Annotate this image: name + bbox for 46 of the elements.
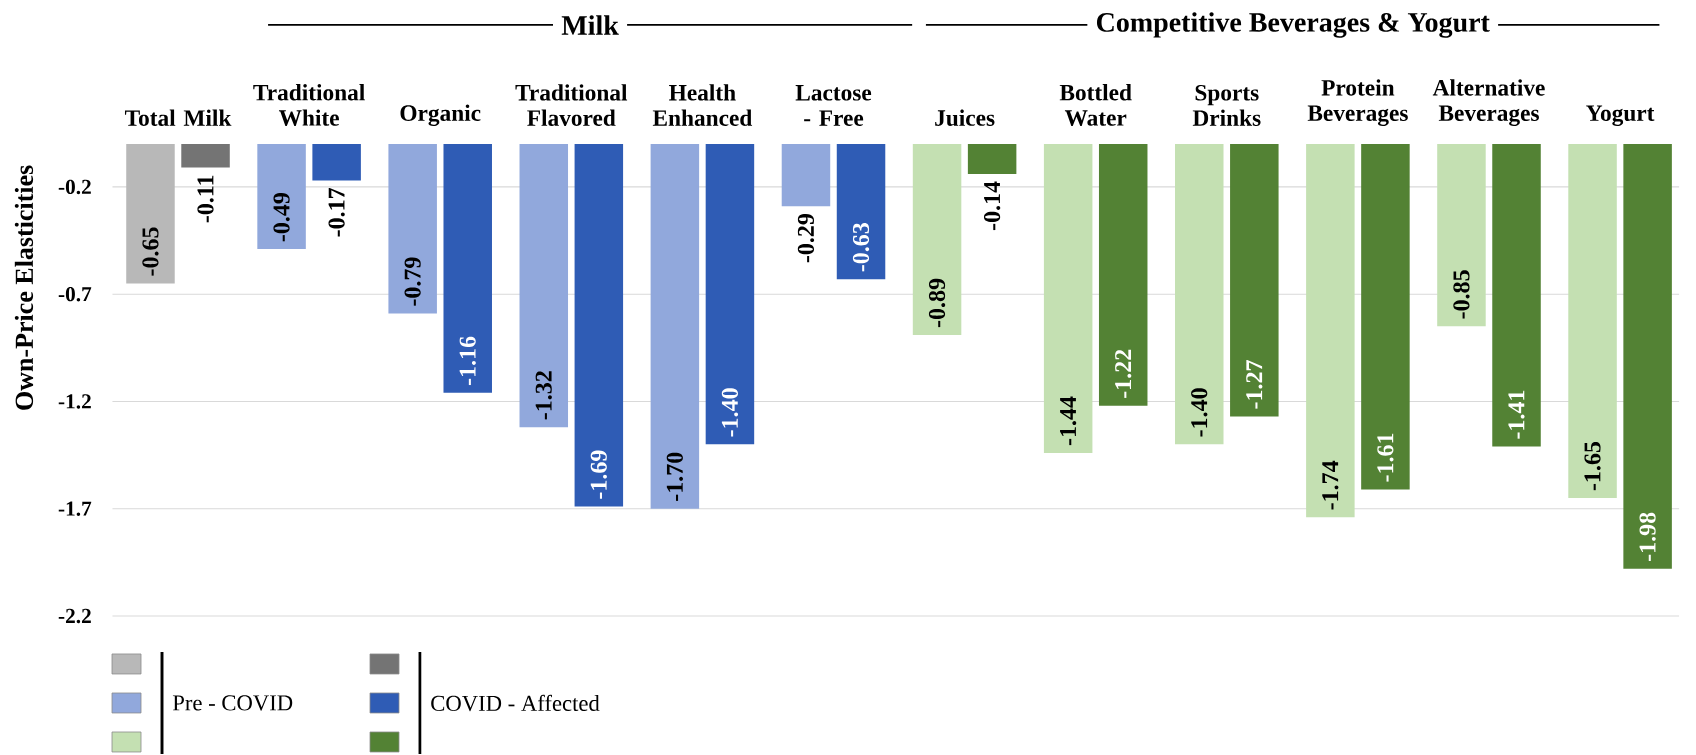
data-label: -1.61 <box>1377 433 1394 482</box>
data-label: -0.17 <box>328 187 345 237</box>
data-label: -0.29 <box>797 213 815 263</box>
data-label: -1.98 <box>1639 512 1656 561</box>
x-tick-label: Alternative Beverages <box>1432 79 1545 126</box>
data-label: -0.49 <box>273 193 290 242</box>
data-label: -1.65 <box>1584 441 1601 491</box>
x-tick-label: Lactose - Free <box>795 85 872 126</box>
data-label: -1.69 <box>590 450 607 499</box>
x-tick-label: Bottled Water <box>1059 84 1132 126</box>
x-tick-label: Traditional Flavored <box>515 84 628 126</box>
data-label: -1.32 <box>535 371 552 420</box>
x-tick-label: Juices <box>935 109 995 126</box>
data-label: -1.40 <box>1191 388 1208 437</box>
y-axis-title: Own-Price Elasticities <box>14 165 34 410</box>
legend-label: Pre - COVID <box>172 695 293 711</box>
data-label: -0.85 <box>1453 270 1470 319</box>
data-label: -1.27 <box>1246 360 1263 409</box>
y-tick-label: -1.2 <box>58 394 91 409</box>
data-label: -0.79 <box>404 257 421 306</box>
data-label: -1.16 <box>459 336 476 386</box>
y-tick-label: -2.2 <box>58 608 91 624</box>
data-label: -1.40 <box>721 388 739 437</box>
x-tick-label: Sports Drinks <box>1192 84 1261 126</box>
x-tick-label: Protein Beverages <box>1307 79 1408 126</box>
data-label: -0.14 <box>983 181 1001 231</box>
x-tick-label: Health Enhanced <box>652 84 753 126</box>
data-label: -1.74 <box>1322 460 1339 510</box>
data-label: -0.89 <box>928 278 946 328</box>
data-label: -1.22 <box>1115 349 1132 398</box>
text: Competitive Beverages & Yogurt <box>1096 12 1490 38</box>
data-label: -0.63 <box>852 223 870 272</box>
y-tick-label: -0.7 <box>58 286 92 302</box>
y-tick-label: -0.2 <box>58 179 91 195</box>
x-tick-label: Total Milk <box>124 109 232 126</box>
data-label: -1.70 <box>666 452 684 501</box>
data-label: -0.11 <box>197 175 214 223</box>
y-tick-label: -1.7 <box>58 501 92 516</box>
legend-label: COVID - Affected <box>431 694 600 712</box>
x-tick-label: Yogurt <box>1586 105 1655 126</box>
data-label: -0.65 <box>142 227 159 276</box>
text: Milk <box>561 15 619 35</box>
x-tick-label: Organic <box>400 104 481 126</box>
data-label: -1.41 <box>1508 390 1525 439</box>
data-label: -1.44 <box>1060 396 1077 446</box>
x-tick-label: Traditional White <box>253 84 365 126</box>
